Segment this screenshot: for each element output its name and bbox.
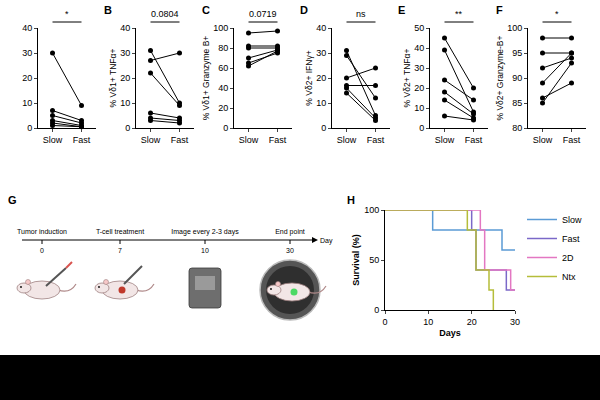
svg-text:20: 20 [467, 317, 477, 327]
svg-text:Slow: Slow [43, 135, 63, 145]
svg-text:10: 10 [120, 98, 130, 108]
svg-text:40: 40 [414, 43, 424, 53]
svg-text:Survival (%): Survival (%) [351, 234, 361, 286]
svg-text:% Vδ2+ TNFα+: % Vδ2+ TNFα+ [402, 49, 412, 108]
svg-text:95: 95 [512, 48, 522, 58]
svg-text:20: 20 [120, 73, 130, 83]
svg-text:G: G [8, 194, 17, 206]
svg-text:0: 0 [382, 317, 387, 327]
svg-text:Slow: Slow [337, 135, 357, 145]
svg-text:F: F [496, 4, 503, 16]
svg-text:10: 10 [22, 98, 32, 108]
svg-text:30: 30 [120, 48, 130, 58]
svg-text:10: 10 [316, 98, 326, 108]
svg-text:% Vδ2+ IFNγ+: % Vδ2+ IFNγ+ [304, 50, 314, 105]
svg-text:90: 90 [512, 73, 522, 83]
svg-text:0.0804: 0.0804 [151, 9, 179, 19]
svg-text:Slow: Slow [435, 135, 455, 145]
svg-text:50: 50 [369, 255, 379, 265]
svg-text:0: 0 [27, 123, 32, 133]
svg-text:0: 0 [419, 123, 424, 133]
svg-text:40: 40 [22, 23, 32, 33]
svg-text:Slow: Slow [533, 135, 553, 145]
svg-text:0: 0 [40, 247, 44, 254]
svg-text:B: B [104, 4, 112, 16]
svg-text:40: 40 [218, 83, 228, 93]
svg-text:Fast: Fast [171, 135, 189, 145]
svg-text:2D: 2D [562, 253, 574, 263]
svg-text:Slow: Slow [562, 215, 582, 225]
svg-text:Fast: Fast [562, 234, 580, 244]
svg-text:ns: ns [356, 9, 366, 19]
svg-text:100: 100 [213, 23, 228, 33]
svg-text:0.0719: 0.0719 [249, 9, 277, 19]
svg-text:H: H [347, 194, 355, 206]
svg-text:**: ** [455, 9, 463, 19]
svg-text:*: * [65, 9, 69, 19]
svg-text:60: 60 [218, 63, 228, 73]
svg-text:0: 0 [125, 123, 130, 133]
svg-text:10: 10 [423, 317, 433, 327]
svg-text:80: 80 [512, 123, 522, 133]
svg-text:% Vδ1+ TNFα+: % Vδ1+ TNFα+ [108, 49, 118, 108]
svg-text:0: 0 [374, 305, 379, 315]
svg-text:20: 20 [316, 73, 326, 83]
svg-text:E: E [398, 4, 405, 16]
svg-text:*: * [555, 9, 559, 19]
svg-text:Ntx: Ntx [562, 272, 576, 282]
svg-text:0: 0 [321, 123, 326, 133]
svg-text:85: 85 [512, 98, 522, 108]
svg-text:50: 50 [414, 23, 424, 33]
svg-text:10: 10 [201, 247, 209, 254]
svg-text:20: 20 [22, 73, 32, 83]
svg-text:Fast: Fast [367, 135, 385, 145]
svg-text:20: 20 [414, 83, 424, 93]
svg-text:Days: Days [439, 328, 461, 338]
svg-text:C: C [202, 4, 210, 16]
svg-text:30: 30 [414, 63, 424, 73]
svg-text:Day: Day [320, 237, 333, 245]
svg-text:Tumor induction: Tumor induction [17, 228, 67, 235]
svg-text:40: 40 [316, 23, 326, 33]
svg-text:40: 40 [120, 23, 130, 33]
svg-text:End point: End point [275, 228, 305, 236]
svg-text:% Vδ2+ Granzyme-B+: % Vδ2+ Granzyme-B+ [495, 35, 505, 120]
svg-text:100: 100 [364, 205, 379, 215]
svg-text:30: 30 [316, 48, 326, 58]
svg-text:30: 30 [286, 247, 294, 254]
svg-text:100: 100 [507, 23, 522, 33]
svg-text:7: 7 [118, 247, 122, 254]
svg-text:D: D [300, 4, 308, 16]
svg-text:% Vδ1+ Granzyme B+: % Vδ1+ Granzyme B+ [201, 36, 211, 121]
svg-text:20: 20 [218, 103, 228, 113]
svg-text:80: 80 [218, 43, 228, 53]
svg-text:Fast: Fast [563, 135, 581, 145]
svg-text:Fast: Fast [269, 135, 287, 145]
svg-text:Slow: Slow [141, 135, 161, 145]
svg-text:10: 10 [414, 103, 424, 113]
svg-text:Fast: Fast [73, 135, 91, 145]
svg-text:Slow: Slow [239, 135, 259, 145]
svg-text:Image every 2-3 days: Image every 2-3 days [171, 228, 239, 236]
svg-text:30: 30 [22, 48, 32, 58]
svg-text:T-cell treatment: T-cell treatment [96, 228, 144, 235]
svg-text:30: 30 [510, 317, 520, 327]
svg-text:0: 0 [223, 123, 228, 133]
svg-text:Fast: Fast [465, 135, 483, 145]
